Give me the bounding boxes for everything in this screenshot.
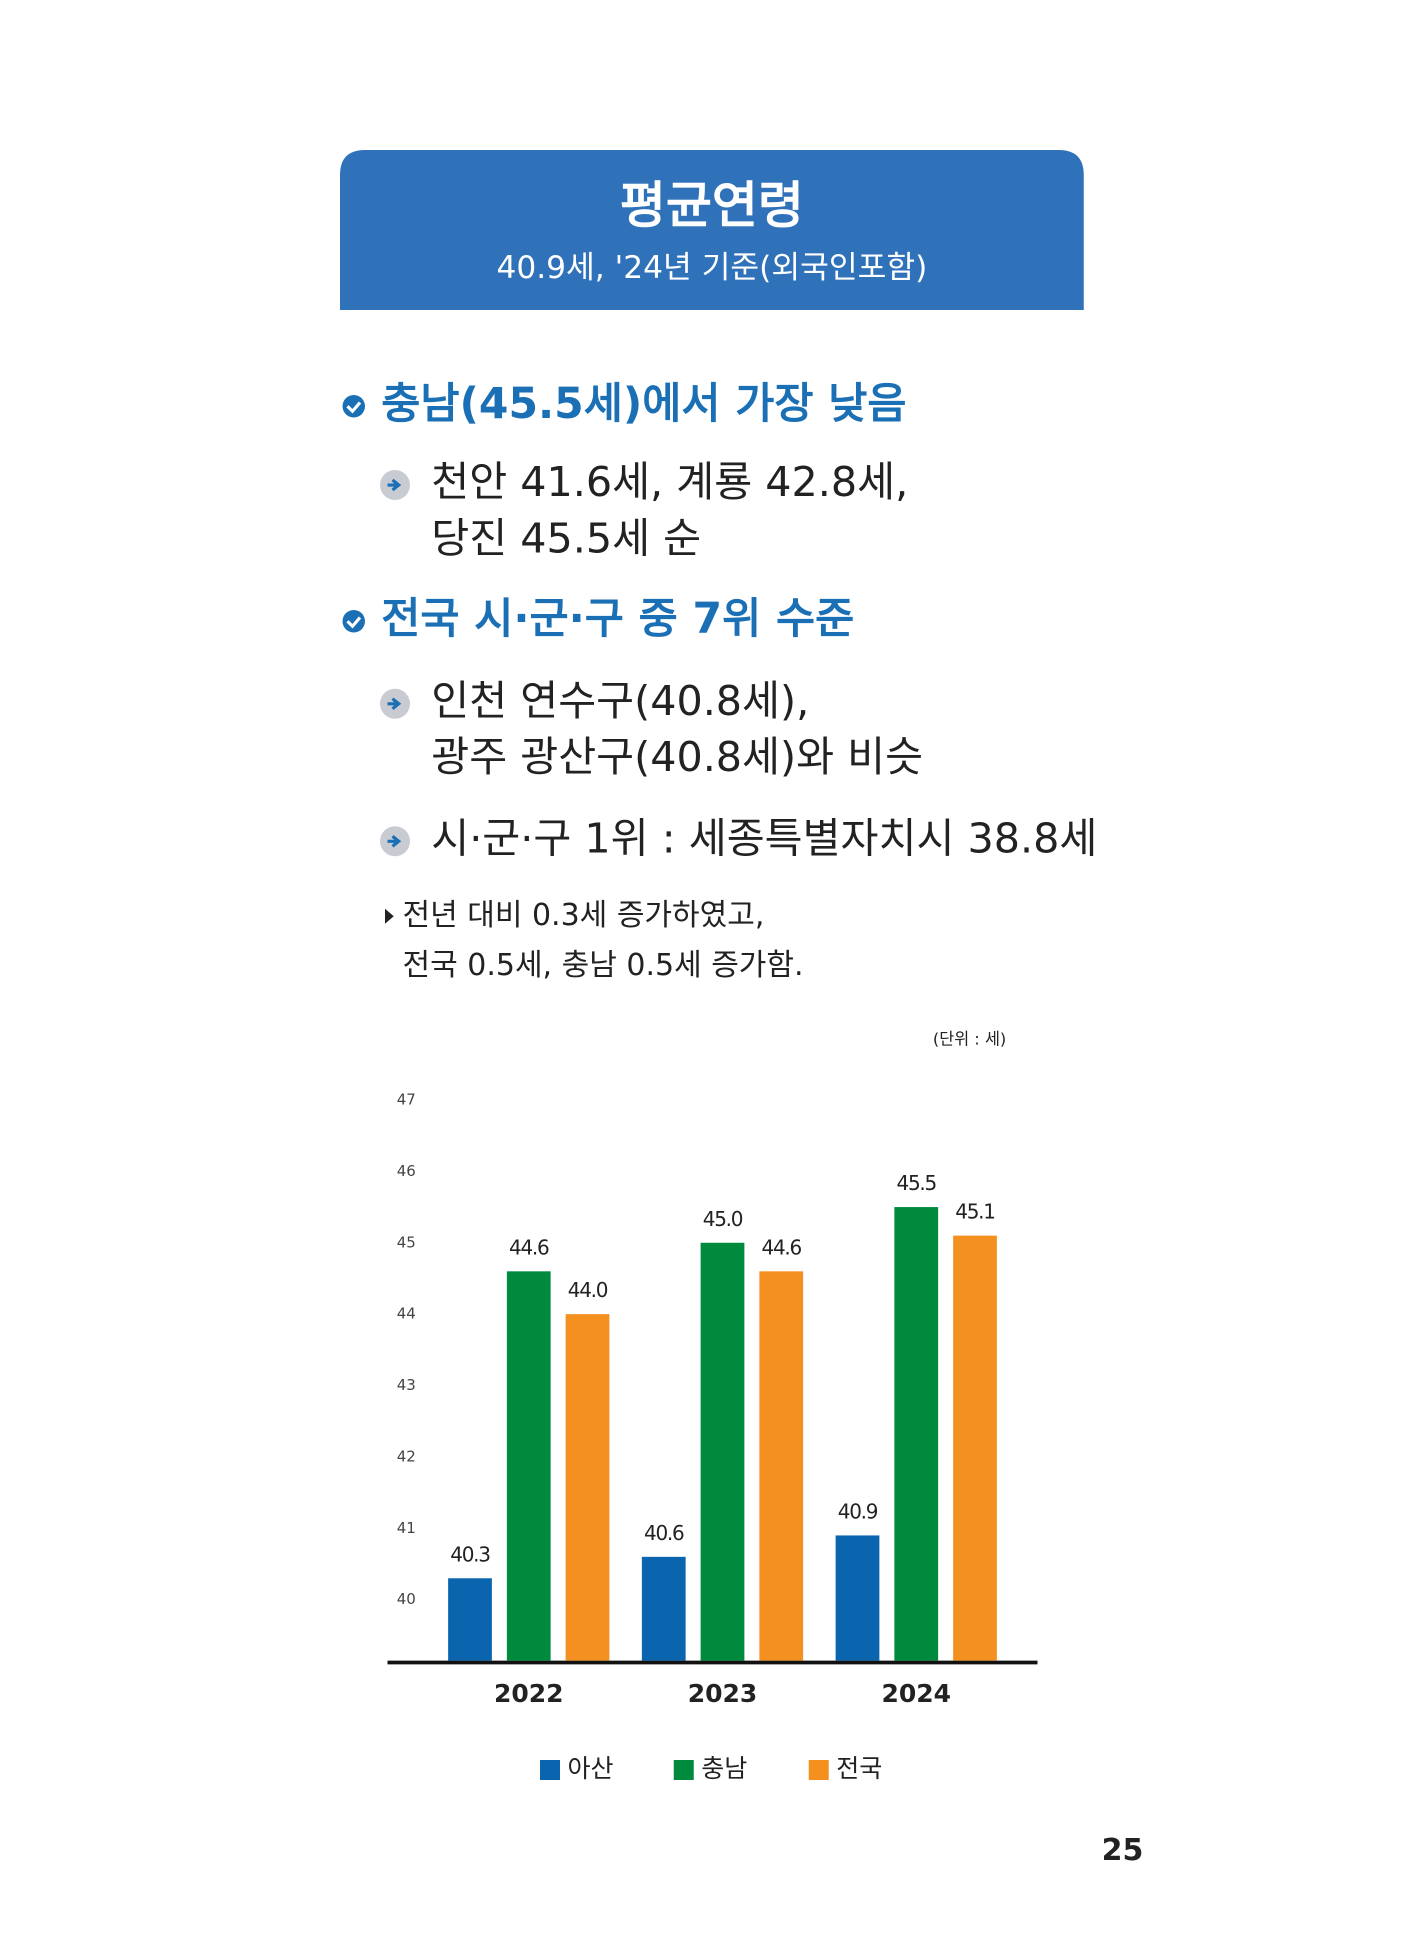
legend-label: 충남 [701, 1754, 747, 1783]
legend-label: 전국 [836, 1754, 882, 1783]
bar [700, 1242, 745, 1661]
page-number: 25 [1102, 1833, 1144, 1868]
y-tick-label: 45 [397, 1233, 416, 1251]
note-text: 전년 대비 0.3세 증가하였고, [403, 898, 765, 933]
value-label: 40.3 [450, 1542, 490, 1566]
check-mark [346, 616, 362, 629]
arrow-mark [387, 835, 402, 848]
note-text: 전국 0.5세, 충남 0.5세 증가함. [403, 948, 804, 983]
check-icon [342, 610, 365, 633]
value-label: 40.9 [838, 1499, 878, 1523]
arrow-mark [387, 478, 402, 492]
y-tick-label: 46 [397, 1162, 416, 1180]
bar [894, 1207, 939, 1661]
y-tick-label: 43 [397, 1376, 416, 1394]
y-tick-label: 42 [397, 1447, 416, 1465]
value-label: 44.6 [761, 1235, 801, 1259]
bar [953, 1235, 997, 1661]
item-text: 당진 45.5세 순 [431, 514, 701, 562]
legend-label: 아산 [568, 1754, 614, 1783]
item-text: 시·군·구 1위 : 세종특별자치시 38.8세 [431, 814, 1097, 862]
bar [759, 1271, 804, 1661]
value-label: 44.0 [568, 1278, 608, 1302]
y-tick-label: 40 [397, 1590, 416, 1608]
header-box [340, 150, 1084, 310]
value-label: 44.6 [509, 1235, 549, 1259]
value-label: 45.5 [896, 1171, 936, 1195]
item-text: 천안 41.6세, 계룡 42.8세, [431, 458, 908, 506]
item-text: 인천 연수구(40.8세), [431, 677, 809, 725]
bar [448, 1578, 492, 1661]
value-label: 45.1 [955, 1200, 995, 1224]
bar [835, 1535, 880, 1661]
check-icon [342, 395, 365, 418]
header-subtitle: 40.9세, '24년 기준(외국인포함) [496, 250, 927, 286]
legend-swatch [808, 1760, 829, 1780]
x-tick-label: 2023 [688, 1679, 758, 1708]
x-tick-label: 2024 [881, 1679, 951, 1708]
legend-swatch [673, 1760, 694, 1780]
legend-swatch [540, 1760, 560, 1780]
section-heading: 충남(45.5세)에서 가장 낮음 [381, 380, 906, 429]
check-mark [346, 401, 362, 414]
bar [506, 1271, 551, 1661]
arrow-mark [387, 697, 402, 710]
y-tick-label: 47 [397, 1091, 416, 1109]
value-label: 45.0 [703, 1207, 743, 1231]
bar [641, 1556, 686, 1661]
item-text: 광주 광산구(40.8세)와 비슷 [431, 733, 923, 781]
bar [565, 1314, 610, 1661]
y-tick-label: 41 [397, 1519, 416, 1537]
x-tick-label: 2022 [494, 1679, 564, 1708]
y-tick-label: 44 [397, 1305, 416, 1323]
unit-label: (단위 : 세) [933, 1030, 1006, 1049]
section-heading: 전국 시·군·구 중 7위 수준 [381, 595, 854, 644]
header-title: 평균연령 [620, 176, 804, 234]
note-marker [385, 908, 394, 924]
value-label: 40.6 [644, 1521, 684, 1545]
